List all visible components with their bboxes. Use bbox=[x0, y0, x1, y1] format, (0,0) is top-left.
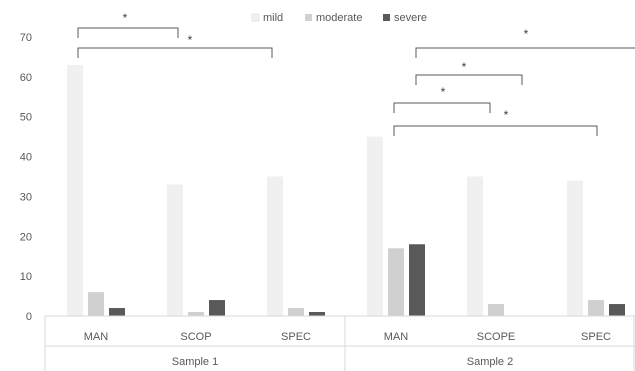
x-category-label: MAN bbox=[384, 331, 409, 343]
significance-star: * bbox=[504, 108, 509, 122]
group-label: Sample 2 bbox=[467, 356, 513, 368]
y-tick-label: 0 bbox=[26, 311, 32, 323]
bar-severe-3 bbox=[409, 244, 425, 316]
significance-star: * bbox=[462, 60, 467, 74]
legend-swatch-moderate bbox=[305, 14, 312, 21]
x-category-label: SPEC bbox=[281, 331, 311, 343]
legend-swatch-severe bbox=[383, 14, 390, 21]
bar-severe-2 bbox=[309, 312, 325, 316]
significance-star: * bbox=[123, 11, 128, 25]
legend: mild moderate severe bbox=[251, 12, 427, 24]
bar-moderate-2 bbox=[288, 308, 304, 316]
bar-moderate-4 bbox=[488, 304, 504, 316]
legend-swatch-mild bbox=[251, 13, 260, 22]
significance-bracket bbox=[415, 47, 635, 58]
y-tick-label: 50 bbox=[20, 112, 32, 124]
legend-label-mild: mild bbox=[263, 12, 283, 24]
bar-severe-1 bbox=[209, 300, 225, 316]
y-tick-label: 10 bbox=[20, 271, 32, 283]
significance-brackets: * * * * * * bbox=[77, 11, 635, 136]
significance-bracket bbox=[77, 47, 273, 58]
bar-mild-4 bbox=[467, 176, 483, 316]
bar-mild-3 bbox=[367, 136, 383, 316]
significance-star: * bbox=[188, 33, 193, 47]
bars bbox=[67, 64, 625, 317]
significance-bracket bbox=[393, 102, 491, 113]
significance-star: * bbox=[441, 85, 446, 99]
group-label: Sample 1 bbox=[172, 356, 218, 368]
bar-moderate-5 bbox=[588, 300, 604, 316]
legend-label-severe: severe bbox=[394, 12, 427, 24]
significance-bracket bbox=[77, 27, 179, 38]
significance-bracket bbox=[415, 74, 523, 85]
x-category-label: SCOPE bbox=[477, 331, 516, 343]
significance-bracket bbox=[393, 125, 598, 136]
y-tick-label: 70 bbox=[20, 32, 32, 44]
bar-mild-1 bbox=[167, 184, 183, 316]
y-tick-label: 20 bbox=[20, 231, 32, 243]
bar-mild-2 bbox=[267, 176, 283, 316]
x-category-label: MAN bbox=[84, 331, 109, 343]
y-tick-label: 40 bbox=[20, 152, 32, 164]
legend-label-moderate: moderate bbox=[316, 12, 362, 24]
bar-mild-0 bbox=[67, 64, 83, 317]
bar-moderate-1 bbox=[188, 312, 204, 316]
significance-star: * bbox=[524, 27, 529, 41]
x-category-label: SPEC bbox=[581, 331, 611, 343]
bar-moderate-3 bbox=[388, 248, 404, 316]
y-tick-label: 60 bbox=[20, 72, 32, 84]
bar-moderate-0 bbox=[88, 292, 104, 316]
bar-severe-5 bbox=[609, 304, 625, 316]
x-axis: MAN SCOP SPEC Sample 1 MAN SCOPE SPEC Sample 2 bbox=[44, 315, 635, 371]
y-axis: 0 10 20 30 40 50 60 70 bbox=[20, 32, 32, 323]
bar-mild-5 bbox=[567, 180, 583, 316]
bar-severe-0 bbox=[109, 308, 125, 316]
x-category-label: SCOP bbox=[180, 331, 211, 343]
y-tick-label: 30 bbox=[20, 191, 32, 203]
